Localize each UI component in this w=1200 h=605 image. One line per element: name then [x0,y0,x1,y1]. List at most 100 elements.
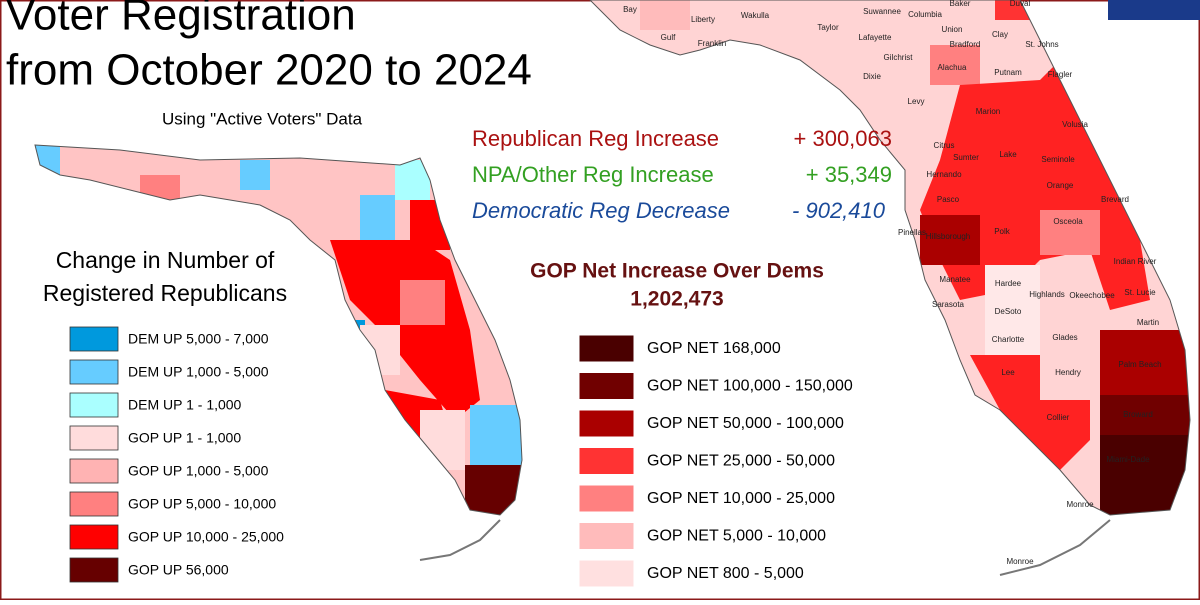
legend-label: GOP UP 56,000 [128,562,229,578]
county-label: Taylor [817,23,839,32]
county-label: Hendry [1055,368,1081,377]
legend-swatch [579,523,634,549]
county-label: Brevard [1101,195,1129,204]
summary-label: Democratic Reg Decrease [472,198,730,223]
county-label: Lake [999,150,1017,159]
county-label: Glades [1052,333,1077,342]
net-title: GOP Net Increase Over Dems [530,260,824,283]
county-label: Polk [994,227,1011,236]
county-label: St. Lucie [1124,288,1156,297]
legend-label: DEM UP 1,000 - 5,000 [128,364,269,380]
county-label: Monroe [1006,557,1034,566]
county-label: Baker [950,0,971,8]
county-label: Marion [976,107,1000,116]
legend-label: DEM UP 5,000 - 7,000 [128,331,269,347]
county-label: Orange [1047,181,1074,190]
text-layer: Voter Registration from October 2020 to 2… [6,0,1162,587]
county-label: Hillsborough [926,232,970,241]
county-label: Broward [1123,410,1153,419]
right-map-outline [589,0,1191,516]
county-label: Charlotte [992,335,1025,344]
county-label: Lee [1001,368,1015,377]
county-label: Pasco [937,195,960,204]
legend-label: GOP NET 50,000 - 100,000 [647,415,844,432]
net-value: 1,202,473 [630,288,723,311]
county-label: Martin [1137,318,1159,327]
legend-label: GOP NET 800 - 5,000 [647,565,804,582]
county-label: Sumter [953,153,979,162]
legend-label: GOP NET 168,000 [647,340,781,357]
legend-swatch [69,491,119,517]
summary-value: + 35,349 [806,162,892,187]
legend-label: GOP NET 10,000 - 25,000 [647,490,835,507]
county-label: Levy [908,97,925,106]
legend-swatch [579,373,634,399]
county-label: Lafayette [859,33,892,42]
legend-label: GOP NET 100,000 - 150,000 [647,378,853,395]
legend-swatch [579,335,634,362]
county-label: Monroe [1066,500,1094,509]
legend-swatch [579,560,634,587]
county-label: Hardee [995,279,1022,288]
legend-label: GOP UP 1,000 - 5,000 [128,463,269,479]
left-keys [419,519,501,561]
legend-swatch [579,448,634,474]
county-label: Flagler [1048,70,1073,79]
legend-title: Registered Republicans [43,280,287,306]
county-label: DeSoto [995,307,1022,316]
left-map-outline [34,144,523,516]
county-label: Duval [1010,0,1031,8]
summary-value: + 300,063 [794,126,892,151]
county-label: Okeechobee [1069,291,1115,300]
county-label: Manatee [939,275,971,284]
county-label: Gulf [661,33,676,42]
county-label: Indian River [1114,257,1157,266]
county-label: Volusia [1062,120,1088,129]
legend-title: Change in Number of [56,247,275,273]
legend-swatch [69,557,119,583]
county-label: Pinellas [898,228,926,237]
county-label: Osceola [1053,217,1083,226]
legend-swatch [69,425,119,451]
county-label: Bay [623,5,637,14]
legend-label: DEM UP 1 - 1,000 [128,397,242,413]
legend-swatch [69,326,119,352]
legend-swatch [69,458,119,484]
title: from October 2020 to 2024 [6,46,532,95]
legend-swatch [69,524,119,550]
logo [1108,0,1200,20]
county-label: Wakulla [741,11,770,20]
county-label: Seminole [1041,155,1075,164]
county-label: Dixie [863,72,881,81]
county-label: Bradford [950,40,981,49]
county-label: Liberty [691,15,715,24]
county-label: Gilchrist [884,53,914,62]
legend-swatch [69,359,119,385]
county-label: Alachua [938,63,967,72]
summary-value: - 902,410 [792,198,886,223]
right-keys [999,519,1111,576]
county-label: Hernando [926,170,962,179]
legend-label: GOP NET 25,000 - 50,000 [647,453,835,470]
subtitle: Using "Active Voters" Data [162,109,363,128]
legend-label: GOP NET 5,000 - 10,000 [647,528,826,545]
county-label: Sarasota [932,300,965,309]
county-label: Palm Beach [1118,360,1161,369]
county-label: Citrus [934,141,955,150]
summary-label: NPA/Other Reg Increase [472,162,714,187]
summary-label: Republican Reg Increase [472,126,719,151]
county-label: Putnam [994,68,1022,77]
legend-swatch [69,392,119,418]
legend-label: GOP UP 10,000 - 25,000 [128,529,284,545]
county-label: Suwannee [863,7,901,16]
county-label: St. Johns [1025,40,1058,49]
legend-label: GOP UP 1 - 1,000 [128,430,241,446]
county-label: Clay [992,30,1008,39]
title: Voter Registration [6,0,356,40]
county-label: Columbia [908,10,942,19]
legend-swatch [579,485,634,512]
county-label: Miami-Dade [1106,455,1150,464]
legend-label: GOP UP 5,000 - 10,000 [128,496,276,512]
county-label: Collier [1047,413,1070,422]
